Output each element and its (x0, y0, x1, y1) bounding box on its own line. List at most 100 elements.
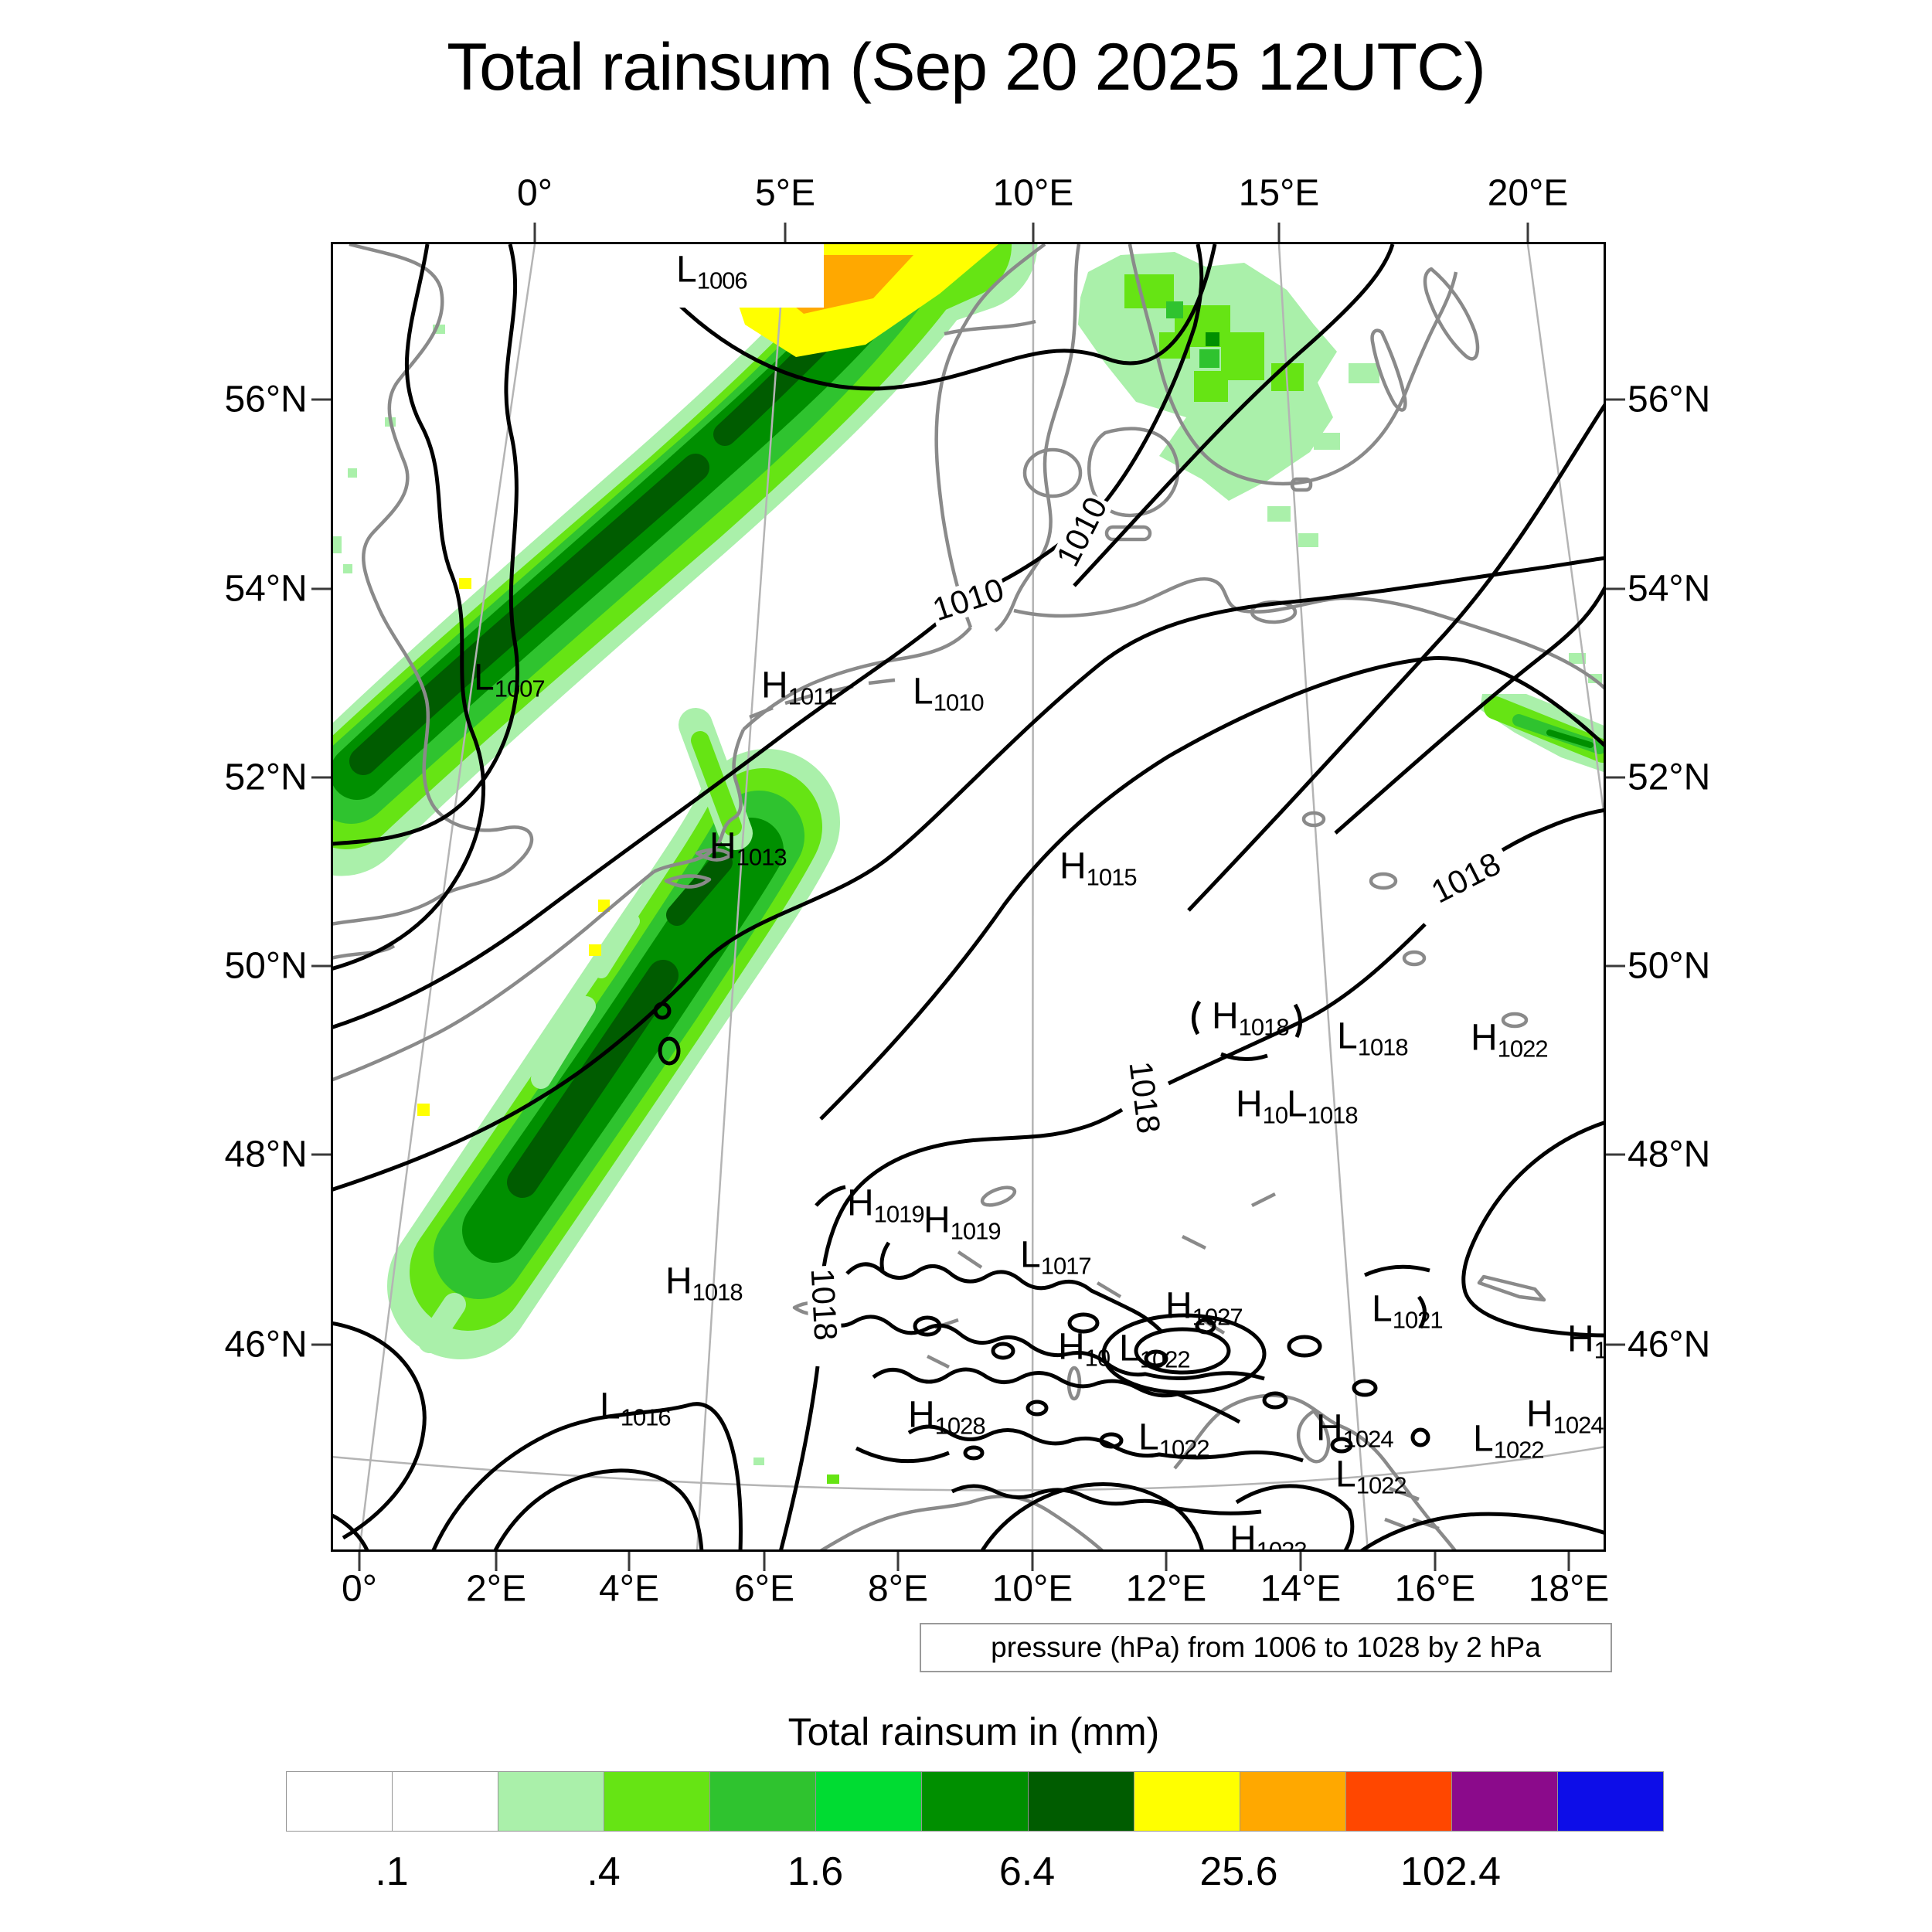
top-axis-label: 5°E (755, 172, 815, 214)
legend-title: Total rainsum in (mm) (787, 1710, 1160, 1753)
right-axis-tick (1606, 776, 1625, 779)
pressure-value: 1019 (873, 1200, 925, 1228)
pressure-value: 1024 (1342, 1425, 1394, 1453)
pressure-value: 1006 (696, 267, 748, 294)
pressure-letter: H (1212, 995, 1239, 1037)
pressure-center-label: H1018 (663, 1263, 745, 1305)
top-axis-label: 15°E (1238, 172, 1320, 214)
pressure-letter: L (1473, 1418, 1494, 1460)
bottom-axis-tick (896, 1552, 900, 1571)
bottom-axis-tick (358, 1552, 361, 1571)
pressure-letter: H (1230, 1519, 1257, 1552)
colorbar-cell (1134, 1772, 1240, 1831)
colorbar-cell (710, 1772, 817, 1831)
pressure-center-label: H10 (1233, 1086, 1290, 1128)
bottom-axis-label: 16°E (1394, 1568, 1476, 1610)
bottom-axis-tick (1165, 1552, 1168, 1571)
bottom-axis-tick (1567, 1552, 1570, 1571)
pressure-center-label: L1010 (910, 673, 986, 716)
bottom-axis-label: 4°E (599, 1568, 659, 1610)
pressure-letter: L (1372, 1288, 1393, 1330)
right-axis-label: 56°N (1628, 379, 1711, 420)
colorbar-cell (1557, 1772, 1664, 1831)
colorbar-tick-label: 6.4 (998, 1849, 1056, 1894)
right-axis-label: 52°N (1628, 757, 1711, 798)
pressure-center-label: H1024 (1314, 1410, 1396, 1452)
colorbar-tick-label: 25.6 (1199, 1849, 1278, 1894)
colorbar-tick-label: .1 (375, 1849, 409, 1894)
colorbar-cell (1345, 1772, 1452, 1831)
pressure-value: 1022 (1158, 1434, 1210, 1462)
left-axis-tick (311, 1153, 331, 1156)
pressure-value: 1018 (1357, 1033, 1409, 1061)
colorbar-cell (287, 1772, 393, 1831)
bottom-axis-tick (628, 1552, 631, 1571)
pressure-center-label: H10 (1056, 1328, 1112, 1371)
left-axis-label: 46°N (224, 1324, 308, 1366)
bottom-axis-tick (1434, 1552, 1437, 1571)
pressure-caption: pressure (hPa) from 1006 to 1028 by 2 hP… (920, 1623, 1612, 1672)
pressure-value: 1021 (1392, 1306, 1444, 1334)
pressure-letter: H (1165, 1285, 1192, 1327)
left-axis-label: 52°N (224, 757, 308, 798)
pressure-center-label: L1007 (471, 659, 547, 702)
pressure-letter: H (847, 1182, 874, 1224)
pressure-letter: H (1058, 1326, 1085, 1368)
left-axis-tick (311, 776, 331, 779)
pressure-value: 102 (1594, 1336, 1606, 1364)
pressure-letter: H (1236, 1083, 1263, 1125)
top-axis-tick (533, 223, 536, 242)
pressure-value: 1022 (1139, 1345, 1191, 1373)
pressure-letter: H (665, 1260, 692, 1302)
pressure-letter: H (1316, 1407, 1343, 1449)
pressure-value: 1027 (1192, 1303, 1243, 1331)
left-axis-label: 54°N (224, 568, 308, 610)
pressure-center-label: L1022 (1136, 1419, 1212, 1461)
right-axis-label: 48°N (1628, 1134, 1711, 1175)
pressure-value: 1007 (494, 675, 546, 702)
bottom-axis-tick (763, 1552, 766, 1571)
bottom-axis-label: 2°E (466, 1568, 526, 1610)
colorbar-tick-label: 1.6 (787, 1849, 844, 1894)
left-axis-label: 56°N (224, 379, 308, 420)
pressure-value: 1010 (933, 689, 985, 716)
colorbar-cell (1028, 1772, 1134, 1831)
pressure-center-label: H1015 (1057, 848, 1139, 890)
right-axis-label: 54°N (1628, 568, 1711, 610)
pressure-letter: L (600, 1386, 621, 1427)
top-axis-label: 0° (517, 172, 553, 214)
pressure-value: 1023 (1256, 1536, 1308, 1553)
pressure-center-label: L1016 (597, 1388, 673, 1430)
pressure-letter: H (1060, 845, 1087, 887)
pressure-center-label: H1019 (921, 1202, 1003, 1244)
pressure-center-label: L1018 (1335, 1018, 1410, 1060)
pressure-letter: H (1567, 1318, 1594, 1360)
colorbar-tick-label: .4 (587, 1849, 621, 1894)
pressure-letter: L (1020, 1234, 1041, 1276)
pressure-letter: H (1526, 1393, 1553, 1435)
bottom-axis-label: 6°E (734, 1568, 794, 1610)
right-axis-label: 46°N (1628, 1324, 1711, 1366)
rain-shading (331, 242, 1606, 1484)
bottom-axis-tick (1299, 1552, 1302, 1571)
pressure-value: 1015 (1086, 863, 1138, 891)
pressure-letter: H (908, 1394, 935, 1436)
isobar-value-label: 1018 (1424, 845, 1508, 910)
pressure-letter: L (1335, 1454, 1356, 1495)
colorbar-tick-label: 102.4 (1400, 1849, 1502, 1894)
isobar-value-label: 1018 (1122, 1057, 1168, 1138)
pressure-letter: H (709, 825, 736, 867)
pressure-value: 1013 (736, 843, 787, 871)
pressure-letter: L (474, 657, 495, 699)
top-axis-tick (1277, 223, 1281, 242)
right-axis-tick (1606, 587, 1625, 590)
pressure-value: 1018 (692, 1278, 743, 1306)
page-title: Total rainsum (Sep 20 2025 12UTC) (447, 30, 1486, 104)
pressure-value: 1016 (620, 1403, 672, 1431)
pressure-center-label: H102 (1565, 1321, 1606, 1363)
bottom-axis-label: 8°E (868, 1568, 928, 1610)
pressure-value: 1022 (1497, 1035, 1549, 1063)
top-axis-label: 20°E (1487, 172, 1569, 214)
pressure-letter: L (913, 671, 934, 713)
